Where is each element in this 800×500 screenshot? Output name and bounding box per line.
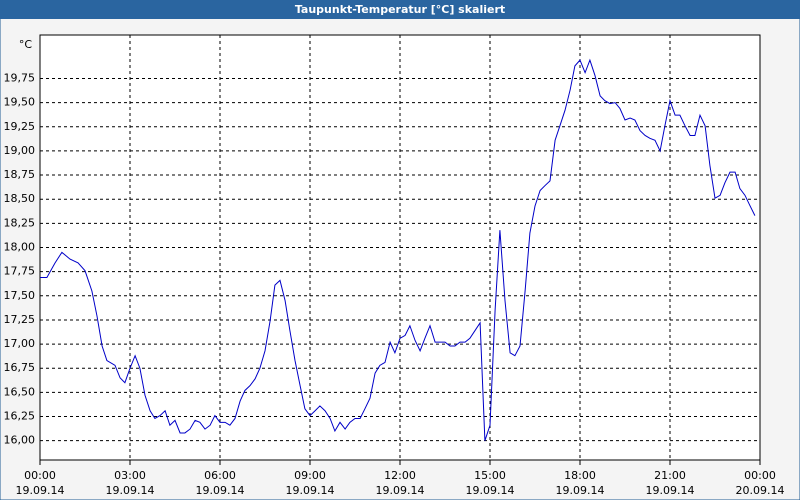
chart-title: Taupunkt-Temperatur [°C] skaliert: [295, 3, 505, 16]
x-tick-label: 00:00: [24, 469, 56, 482]
x-tick-label: 06:00: [204, 469, 236, 482]
y-tick-label: 16,00: [4, 434, 36, 447]
x-tick-label: 15:00: [474, 469, 506, 482]
y-tick-label: 16,50: [4, 385, 36, 398]
x-tick-date: 19.09.14: [556, 484, 605, 497]
y-tick-label: 17,50: [4, 289, 36, 302]
y-tick-label: 16,25: [4, 410, 36, 423]
x-tick-label: 09:00: [294, 469, 326, 482]
y-tick-label: 18,25: [4, 216, 36, 229]
x-tick-date: 19.09.14: [16, 484, 65, 497]
y-tick-label: 17,25: [4, 313, 36, 326]
x-tick-date: 19.09.14: [286, 484, 335, 497]
x-tick-date: 19.09.14: [376, 484, 425, 497]
x-tick-date: 19.09.14: [646, 484, 695, 497]
x-tick-label: 03:00: [114, 469, 146, 482]
x-tick-date: 19.09.14: [466, 484, 515, 497]
y-tick-label: 19,75: [4, 71, 36, 84]
x-tick-label: 21:00: [654, 469, 686, 482]
title-bar: [0, 0, 800, 19]
data-line: [40, 58, 756, 441]
y-tick-label: 17,75: [4, 265, 36, 278]
x-tick-date: 19.09.14: [196, 484, 245, 497]
y-tick-label: 19,50: [4, 96, 36, 109]
x-tick-date: 20.09.14: [736, 484, 785, 497]
y-tick-label: 19,00: [4, 144, 36, 157]
y-tick-label: 19,25: [4, 120, 36, 133]
y-tick-label: 18,50: [4, 192, 36, 205]
x-tick-label: 12:00: [384, 469, 416, 482]
y-axis-label: °C: [19, 38, 33, 51]
y-tick-label: 16,75: [4, 361, 36, 374]
y-tick-label: 18,75: [4, 168, 36, 181]
x-tick-date: 19.09.14: [106, 484, 155, 497]
x-tick-label: 18:00: [564, 469, 596, 482]
x-tick-label: 00:00: [744, 469, 776, 482]
y-tick-label: 18,00: [4, 241, 36, 254]
y-tick-label: 17,00: [4, 337, 36, 350]
